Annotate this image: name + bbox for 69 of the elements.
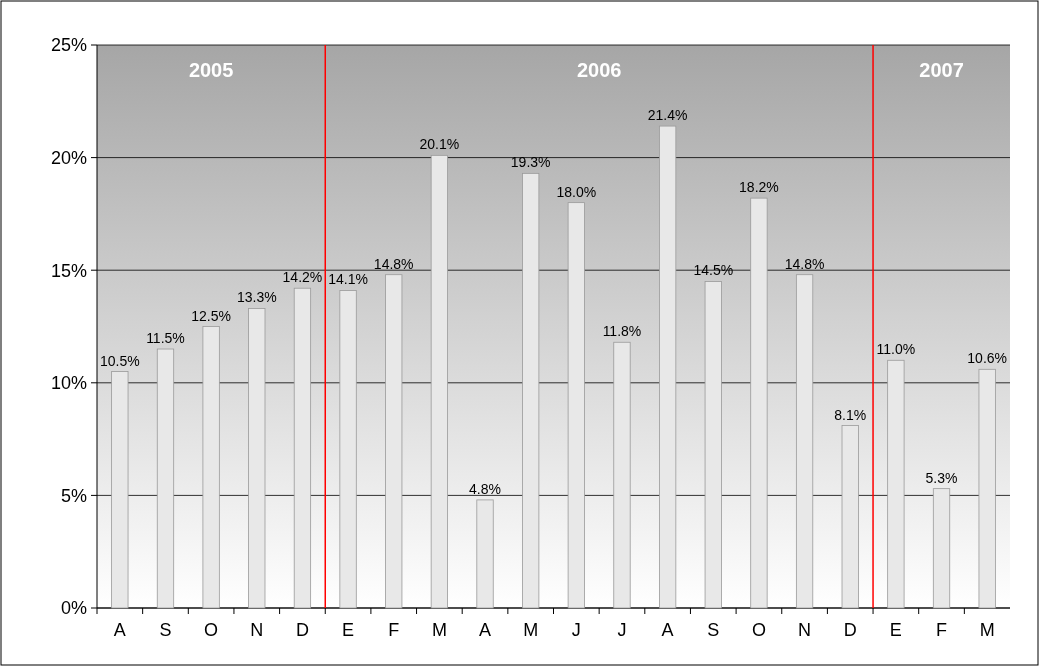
data-label: 14.8% (784, 255, 825, 272)
bar (248, 308, 266, 609)
data-label: 11.8% (602, 323, 642, 340)
y-tick-label: 0% (60, 598, 87, 619)
annotation: 2007 (919, 59, 964, 81)
data-label: 12.5% (191, 307, 231, 324)
x-tick-label: D (843, 620, 857, 640)
data-label: 13.3% (236, 289, 277, 306)
bar (522, 172, 540, 609)
bar (932, 488, 951, 609)
data-label: 4.8% (469, 480, 501, 497)
bar (978, 368, 996, 609)
x-tick-label: O (204, 620, 219, 640)
y-tick-label: 20% (50, 147, 87, 168)
bar (476, 499, 494, 609)
data-label: 14.5% (693, 262, 734, 279)
bar (339, 290, 357, 609)
data-label: 11.0% (876, 341, 916, 358)
y-tick-label: 15% (50, 260, 87, 281)
bar (841, 425, 859, 609)
x-tick-label: M (431, 620, 447, 640)
x-tick-label: O (751, 620, 766, 640)
x-tick-label: M (979, 620, 995, 640)
bar (613, 341, 631, 609)
x-tick-label: A (113, 620, 126, 640)
y-tick-label: 5% (60, 485, 87, 506)
bar (659, 125, 677, 609)
data-label: 10.6% (967, 350, 1008, 367)
data-label: 8.1% (834, 406, 867, 423)
x-tick-label: S (159, 620, 172, 640)
x-tick-label: J (571, 620, 581, 640)
data-label: 18.2% (739, 179, 779, 196)
data-label: 10.5% (99, 352, 140, 369)
bar (795, 274, 814, 609)
data-label: 20.1% (419, 136, 460, 153)
x-tick-label: J (617, 620, 627, 640)
data-label: 18.0% (556, 183, 597, 200)
x-tick-label: N (798, 620, 812, 640)
bar (887, 359, 905, 609)
data-label: 14.8% (373, 255, 414, 272)
x-tick-label: E (342, 620, 355, 640)
x-tick-label: M (523, 620, 539, 640)
data-label: 21.4% (647, 107, 688, 124)
x-tick-label: E (889, 620, 902, 640)
bar (567, 202, 585, 609)
bar (704, 281, 722, 609)
x-tick-label: A (479, 620, 492, 640)
bar (385, 274, 403, 609)
y-tick-label: 10% (50, 373, 87, 394)
bar (750, 197, 768, 609)
x-tick-label: F (936, 620, 948, 640)
x-tick-label: A (661, 620, 674, 640)
data-label: 14.1% (328, 271, 368, 288)
bar (111, 371, 129, 609)
x-tick-label: N (250, 620, 264, 640)
data-label: 5.3% (925, 469, 958, 486)
bar (430, 154, 448, 609)
annotation: 2005 (188, 59, 234, 81)
y-tick-label: 25% (50, 35, 87, 56)
data-label: 19.3% (510, 154, 551, 171)
x-tick-label: D (295, 620, 309, 640)
data-label: 14.2% (282, 269, 323, 286)
bar (156, 348, 175, 609)
bar (202, 326, 220, 609)
x-tick-label: F (388, 620, 400, 640)
bar (293, 287, 312, 609)
annotation: 2006 (576, 59, 622, 81)
x-tick-label: S (707, 620, 720, 640)
data-label: 11.5% (146, 330, 185, 347)
